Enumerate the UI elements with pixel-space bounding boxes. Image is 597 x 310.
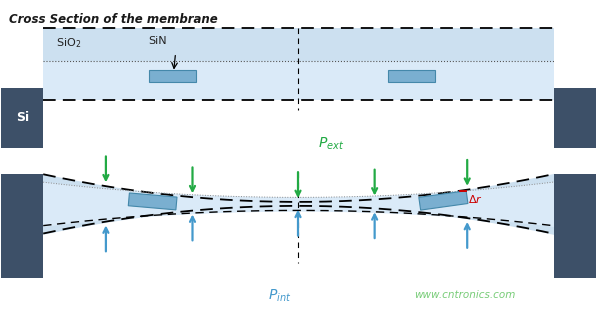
- Bar: [1, 88, 43, 148]
- Bar: [554, 88, 596, 148]
- Text: $\Delta r$: $\Delta r$: [468, 193, 483, 205]
- Text: SiO$_2$: SiO$_2$: [56, 36, 81, 50]
- Bar: [43, 61, 554, 100]
- Bar: [128, 193, 177, 210]
- Bar: [554, 174, 596, 278]
- Text: SiN: SiN: [149, 36, 167, 46]
- Text: $P_{int}$: $P_{int}$: [268, 288, 291, 304]
- Bar: [419, 191, 468, 210]
- Text: $P_{ext}$: $P_{ext}$: [318, 135, 344, 152]
- Bar: [1, 174, 43, 278]
- Text: www.cntronics.com: www.cntronics.com: [414, 290, 516, 300]
- Text: Cross Section of the membrane: Cross Section of the membrane: [10, 13, 218, 26]
- Bar: [149, 69, 196, 82]
- Bar: [387, 69, 435, 82]
- Bar: [43, 28, 554, 100]
- Text: Si: Si: [16, 112, 29, 124]
